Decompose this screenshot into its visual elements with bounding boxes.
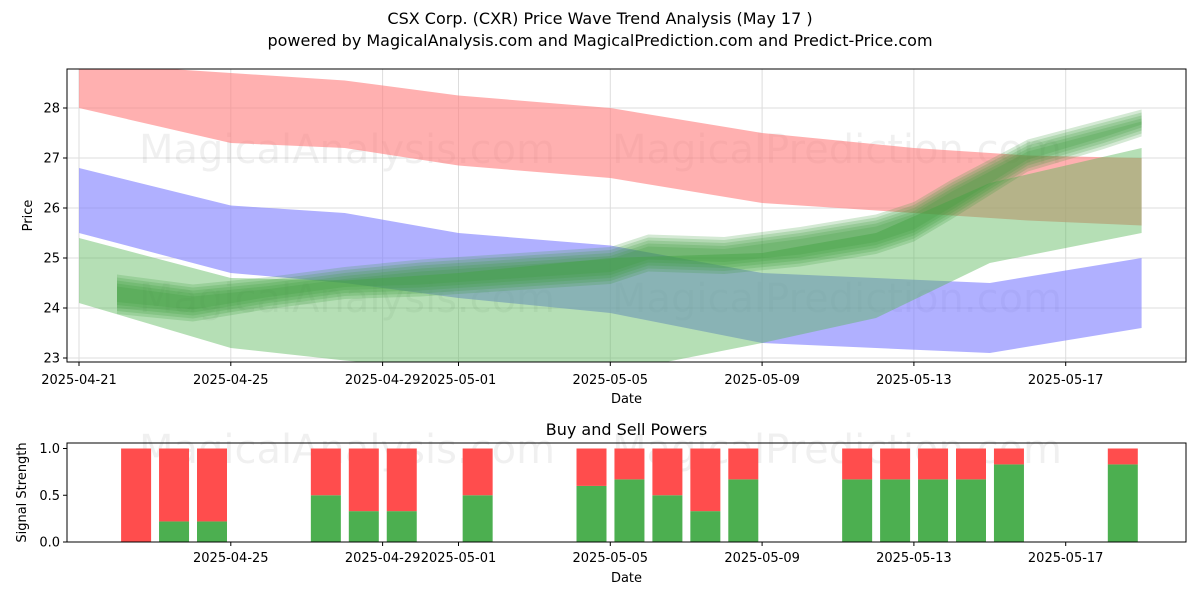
y-tick-label: 0.0 (39, 536, 60, 551)
series-band-green-wave (117, 121, 1142, 322)
y-tick-label: 25 (43, 252, 60, 267)
watermark-text: MagicalPrediction.com (612, 427, 1062, 473)
series-band-green-wave (117, 115, 1142, 316)
y-tick-label: 27 (43, 152, 60, 167)
buy-bar (197, 521, 227, 542)
sell-bar (956, 448, 986, 480)
buy-bar (1107, 464, 1138, 542)
buy-bar (690, 511, 721, 542)
y-tick-label: 0.5 (39, 489, 60, 504)
y-tick-label: 28 (43, 102, 60, 117)
x-tick-label: 2025-05-01 (421, 373, 497, 388)
buy-bar (386, 511, 417, 542)
y-tick-label: 26 (43, 202, 60, 217)
sell-bar (386, 448, 417, 512)
y-tick-label: 1.0 (39, 442, 60, 457)
chart-subtitle: powered by MagicalAnalysis.com and Magic… (267, 31, 933, 50)
x-tick-label: 2025-05-09 (724, 373, 800, 388)
sell-bar (159, 448, 190, 522)
buy-bar (576, 485, 607, 542)
x-tick-label: 2025-04-29 (345, 551, 421, 566)
x-tick-label: 2025-05-05 (573, 551, 649, 566)
x-tick-label: 2025-05-17 (1028, 551, 1104, 566)
buy-bar (918, 479, 949, 542)
buy-bar (993, 464, 1024, 542)
series-band-green-wave (117, 109, 1142, 310)
y-tick-label: 24 (43, 302, 60, 317)
sell-bar (690, 448, 721, 512)
sell-bar (197, 448, 227, 522)
sell-bar (842, 448, 873, 480)
sell-bar (993, 448, 1024, 465)
series-band-green-wave (117, 118, 1142, 319)
sell-bar (880, 448, 911, 480)
buy-bar (462, 495, 493, 542)
series-band-green-wave (117, 112, 1142, 313)
sell-bar (728, 448, 759, 480)
buy-bar (842, 479, 873, 542)
plot-frame-bottom (66, 442, 1187, 543)
x-tick-label: 2025-05-05 (573, 373, 649, 388)
buy-bar (159, 521, 190, 542)
series-band-green (79, 148, 1142, 362)
x-tick-label: 2025-05-17 (1028, 373, 1104, 388)
sell-bar (1107, 448, 1138, 465)
sell-bar (576, 448, 607, 486)
series-band-red (79, 69, 1142, 226)
sell-bar (348, 448, 379, 512)
plot-frame-top (66, 68, 1187, 363)
x-tick-label: 2025-04-29 (345, 373, 421, 388)
plot-area-bottom (121, 448, 1138, 542)
buy-bar (652, 495, 683, 542)
x-tick-label: 2025-04-25 (193, 551, 269, 566)
series-band-blue (79, 168, 1142, 353)
x-tick-label: 2025-05-13 (876, 551, 952, 566)
x-axis-label: Date (611, 392, 642, 407)
buy-bar (348, 511, 379, 542)
sell-bar (462, 448, 493, 496)
x-tick-label: 2025-04-21 (41, 373, 117, 388)
bottom-chart-title: Buy and Sell Powers (546, 420, 708, 439)
y-axis-label: Signal Strength (15, 442, 30, 542)
sell-bar (121, 448, 152, 542)
buy-bar (310, 495, 341, 542)
buy-bar (956, 479, 986, 542)
x-axis-label: Date (611, 571, 642, 586)
sell-bar (614, 448, 645, 480)
sell-bar (652, 448, 683, 496)
x-tick-label: 2025-05-01 (421, 551, 497, 566)
x-tick-label: 2025-04-25 (193, 373, 269, 388)
sell-bar (918, 448, 949, 480)
sell-bar (310, 448, 341, 496)
buy-bar (880, 479, 911, 542)
plot-area-top (79, 69, 1142, 362)
chart-title: CSX Corp. (CXR) Price Wave Trend Analysi… (387, 9, 813, 28)
buy-bar (614, 479, 645, 542)
x-tick-label: 2025-05-13 (876, 373, 952, 388)
y-axis-label: Price (21, 200, 36, 232)
y-tick-label: 23 (43, 352, 60, 367)
x-tick-label: 2025-05-09 (724, 551, 800, 566)
buy-bar (728, 479, 759, 542)
